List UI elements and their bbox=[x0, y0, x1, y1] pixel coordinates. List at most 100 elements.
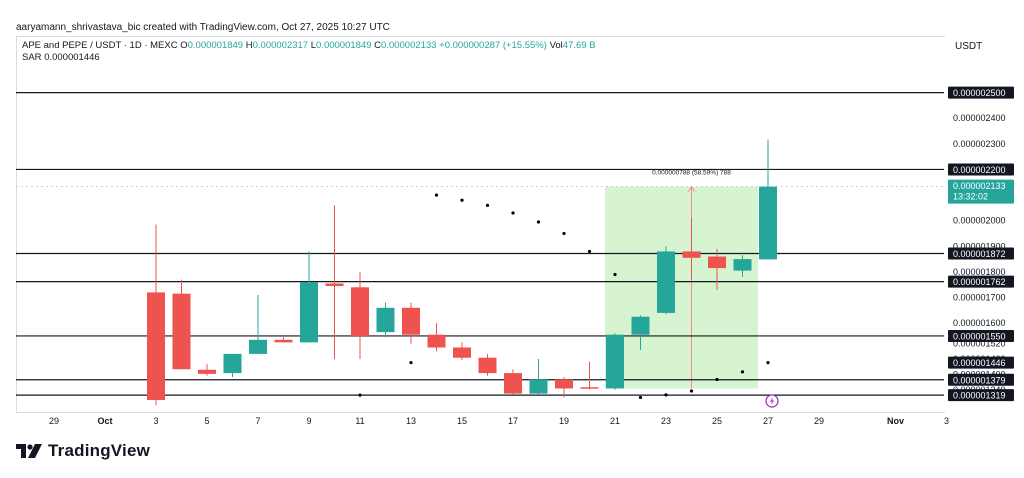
high-value: 0.000002317 bbox=[252, 40, 309, 51]
candle-body bbox=[325, 283, 344, 287]
candle-body bbox=[172, 293, 191, 370]
candle-body bbox=[504, 373, 522, 394]
x-tick-label: 9 bbox=[306, 416, 311, 426]
price-axis-label: 0.000001520 bbox=[953, 339, 1006, 349]
price-axis-label: 0.000001800 bbox=[953, 267, 1006, 277]
sar-value: 0.000001446 bbox=[44, 52, 100, 63]
candle-body bbox=[453, 347, 471, 358]
x-tick-label: 5 bbox=[204, 416, 209, 426]
candle-body bbox=[580, 387, 599, 389]
candle-body bbox=[147, 292, 165, 400]
price-axis-label: 0.000002300 bbox=[953, 139, 1006, 149]
sar-dot bbox=[740, 370, 745, 374]
x-tick-label: 11 bbox=[355, 416, 364, 426]
x-tick-label: 25 bbox=[712, 416, 722, 426]
sar-dot bbox=[358, 393, 362, 397]
close-value: 0.000002133 bbox=[381, 40, 437, 51]
candle-body bbox=[478, 357, 497, 374]
candle-body bbox=[759, 186, 777, 260]
candle-body bbox=[300, 282, 318, 343]
candle-body bbox=[351, 287, 369, 336]
candle-body bbox=[402, 307, 420, 335]
level-price-label-box bbox=[948, 389, 1014, 402]
close-label: C bbox=[374, 40, 382, 51]
change-value: +0.000000287 (+15.55%) bbox=[439, 40, 547, 51]
level-price-label-text: 0.000002500 bbox=[953, 88, 1006, 98]
x-tick-label: 15 bbox=[457, 416, 467, 426]
sar-price-label-text: 0.000001446 bbox=[953, 358, 1006, 368]
low-value: 0.000001849 bbox=[316, 40, 372, 51]
open-label: O bbox=[180, 40, 188, 51]
sar-dot bbox=[485, 203, 490, 207]
measure-range-box bbox=[605, 186, 758, 389]
last-price-label: 0.000002133 bbox=[953, 181, 1006, 191]
sar-dot bbox=[587, 249, 592, 254]
x-tick-label: 7 bbox=[255, 416, 260, 426]
candle-body bbox=[708, 256, 726, 269]
x-tick-label: 17 bbox=[508, 416, 518, 426]
x-tick-label: 19 bbox=[559, 416, 569, 426]
candle-body bbox=[427, 334, 446, 348]
tradingview-branding[interactable]: TradingView bbox=[16, 441, 150, 461]
x-tick-label: 23 bbox=[661, 416, 671, 426]
candle-body bbox=[249, 339, 267, 354]
symbol-name[interactable]: APE and PEPE / USDT · 1D · MEXC bbox=[22, 40, 178, 51]
tradingview-wordmark: TradingView bbox=[48, 441, 151, 460]
x-tick-label: 3 bbox=[153, 416, 158, 426]
symbol-legend: APE and PEPE / USDT · 1D · MEXC O0.00000… bbox=[22, 40, 596, 51]
sar-dot bbox=[664, 393, 668, 397]
sar-dot bbox=[613, 272, 617, 277]
high-label: H bbox=[245, 40, 253, 51]
currency-label[interactable]: USDT bbox=[955, 41, 983, 52]
sar-dot bbox=[562, 231, 566, 236]
low-label: L bbox=[310, 40, 317, 51]
chart-frame bbox=[16, 36, 945, 413]
sar-dot bbox=[536, 220, 541, 224]
x-tick-label: 29 bbox=[814, 416, 824, 426]
sar-dot bbox=[460, 198, 464, 202]
candle-body bbox=[223, 353, 242, 374]
candle-body bbox=[733, 259, 752, 271]
x-tick-label: 29 bbox=[49, 416, 59, 426]
open-value: 0.000001849 bbox=[187, 40, 244, 51]
tradingview-logo-icon bbox=[16, 444, 42, 458]
sar-dot bbox=[434, 193, 439, 197]
x-tick-label: Nov bbox=[887, 416, 904, 426]
x-tick-label: 3 bbox=[944, 416, 949, 426]
lightning-bolt bbox=[770, 397, 774, 405]
sar-label: SAR bbox=[22, 52, 42, 63]
x-tick-label: 13 bbox=[406, 416, 416, 426]
sar-dot bbox=[766, 361, 770, 365]
sar-dot bbox=[715, 377, 719, 382]
measure-label: 0.000000788 (58.59%) 788 bbox=[652, 170, 731, 177]
x-tick-label: Oct bbox=[97, 416, 112, 426]
level-price-label-text: 0.000001762 bbox=[953, 277, 1006, 287]
candle-body bbox=[631, 316, 650, 335]
candle-body bbox=[657, 251, 675, 313]
x-tick-label: 27 bbox=[763, 416, 773, 426]
candle-body bbox=[606, 334, 624, 389]
price-axis-label: 0.000002400 bbox=[953, 113, 1006, 123]
sar-legend[interactable]: SAR 0.000001446 bbox=[22, 52, 100, 63]
level-price-label-text: 0.000001872 bbox=[953, 249, 1006, 259]
x-tick-label: 21 bbox=[610, 416, 620, 426]
level-price-label-text: 0.000002200 bbox=[953, 165, 1006, 175]
sar-dot bbox=[511, 211, 515, 215]
volume-label: Vol bbox=[549, 40, 563, 51]
countdown-label: 13:32:02 bbox=[953, 192, 988, 202]
sar-dot bbox=[689, 389, 694, 393]
level-price-label-box bbox=[948, 247, 1014, 260]
price-axis-label: 0.000002000 bbox=[953, 216, 1006, 226]
sar-dot bbox=[638, 395, 643, 400]
sar-dot bbox=[409, 361, 413, 365]
volume-value: 47.69 B bbox=[562, 40, 596, 51]
candle-body bbox=[555, 379, 573, 389]
candle-body bbox=[529, 379, 548, 394]
last-price-label-box bbox=[948, 179, 1014, 204]
candle-body bbox=[376, 307, 395, 333]
level-price-label-text: 0.000001550 bbox=[953, 331, 1006, 341]
sar-price-label-box bbox=[948, 356, 1014, 369]
level-price-label-box bbox=[948, 373, 1014, 386]
price-axis-label: 0.000001600 bbox=[953, 318, 1006, 328]
